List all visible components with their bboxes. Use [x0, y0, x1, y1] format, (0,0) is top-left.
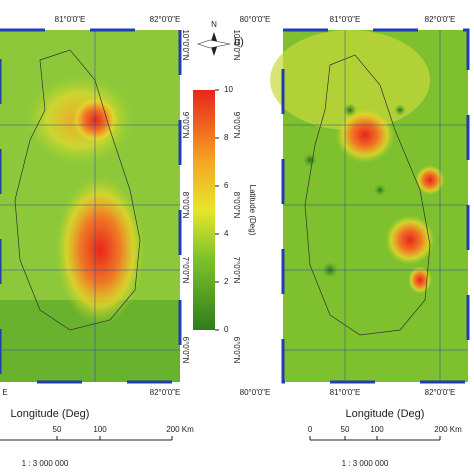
scale-label: 50	[53, 425, 62, 434]
graticule	[283, 30, 468, 382]
scale-label: 50	[341, 425, 350, 434]
heat-area	[385, 215, 435, 265]
low-spot	[343, 103, 357, 117]
heat-area	[55, 175, 145, 325]
panel-b: b)	[234, 28, 470, 384]
north-label: N	[211, 20, 217, 29]
lat-label: 8°0'0"N	[232, 192, 241, 219]
scale-ratio: 1 : 3 000 000	[22, 459, 69, 468]
lon-label: 82°0'0"E	[150, 15, 181, 24]
lat-label: 7°0'0"N	[181, 257, 190, 284]
colorbar-label: Latitude (Deg)	[248, 185, 257, 236]
lat-label: 6°0'0"N	[232, 337, 241, 364]
panel-tag: b)	[234, 36, 244, 48]
colorbar-tick-label: 0	[224, 325, 229, 334]
scale-label: 100	[93, 425, 107, 434]
graticule	[0, 30, 180, 382]
colorbar-tick-label: 2	[224, 277, 229, 286]
scale-label: 0	[308, 425, 313, 434]
lon-label: 81°0'0"E	[330, 15, 361, 24]
island-outline	[304, 54, 431, 336]
colorbar-tick-label: 10	[224, 85, 233, 94]
heat-area	[335, 107, 395, 163]
lat-label: 8°0'0"N	[181, 192, 190, 219]
scale-label: 200 Km	[166, 425, 194, 434]
lon-label: 81°0'0"E	[330, 388, 361, 397]
low-spot	[374, 184, 386, 196]
lon-label: 82°0'0"E	[425, 15, 456, 24]
low-spot	[394, 104, 406, 116]
colorbar-tick-label: 6	[224, 181, 229, 190]
scale-ratio: 1 : 3 000 000	[342, 459, 389, 468]
lat-label: 10°0'0"N	[181, 29, 190, 60]
lat-label: 10°0'0"N	[232, 29, 241, 60]
island-outline	[14, 49, 141, 331]
lat-label: 6°0'0"N	[181, 337, 190, 364]
lon-label: 80°0'0"E	[240, 388, 271, 397]
scale-label: 100	[370, 425, 384, 434]
lon-label: 82°0'0"E	[150, 388, 181, 397]
map-frame	[281, 28, 470, 384]
map-frame	[0, 28, 182, 384]
lon-label: 82°0'0"E	[425, 388, 456, 397]
lat-label: 9°0'0"N	[232, 112, 241, 139]
heat-area	[415, 165, 445, 195]
panel-a	[0, 28, 182, 384]
lon-label: 81°0'0"E	[55, 15, 86, 24]
colorbar	[193, 90, 215, 330]
axis-label: Longitude (Deg)	[11, 408, 90, 420]
lon-label: 80°0'0"E	[240, 15, 271, 24]
map-shade	[270, 30, 430, 130]
low-spot	[303, 153, 317, 167]
lat-label: 9°0'0"N	[181, 112, 190, 139]
axis-label: Longitude (Deg)	[346, 408, 425, 420]
scale-label: 200 Km	[434, 425, 462, 434]
north-arrow: N	[197, 20, 231, 56]
colorbar-tick-label: 8	[224, 133, 229, 142]
lon-label: E	[2, 388, 7, 397]
lat-label: 7°0'0"N	[232, 257, 241, 284]
colorbar-tick-label: 4	[224, 229, 229, 238]
